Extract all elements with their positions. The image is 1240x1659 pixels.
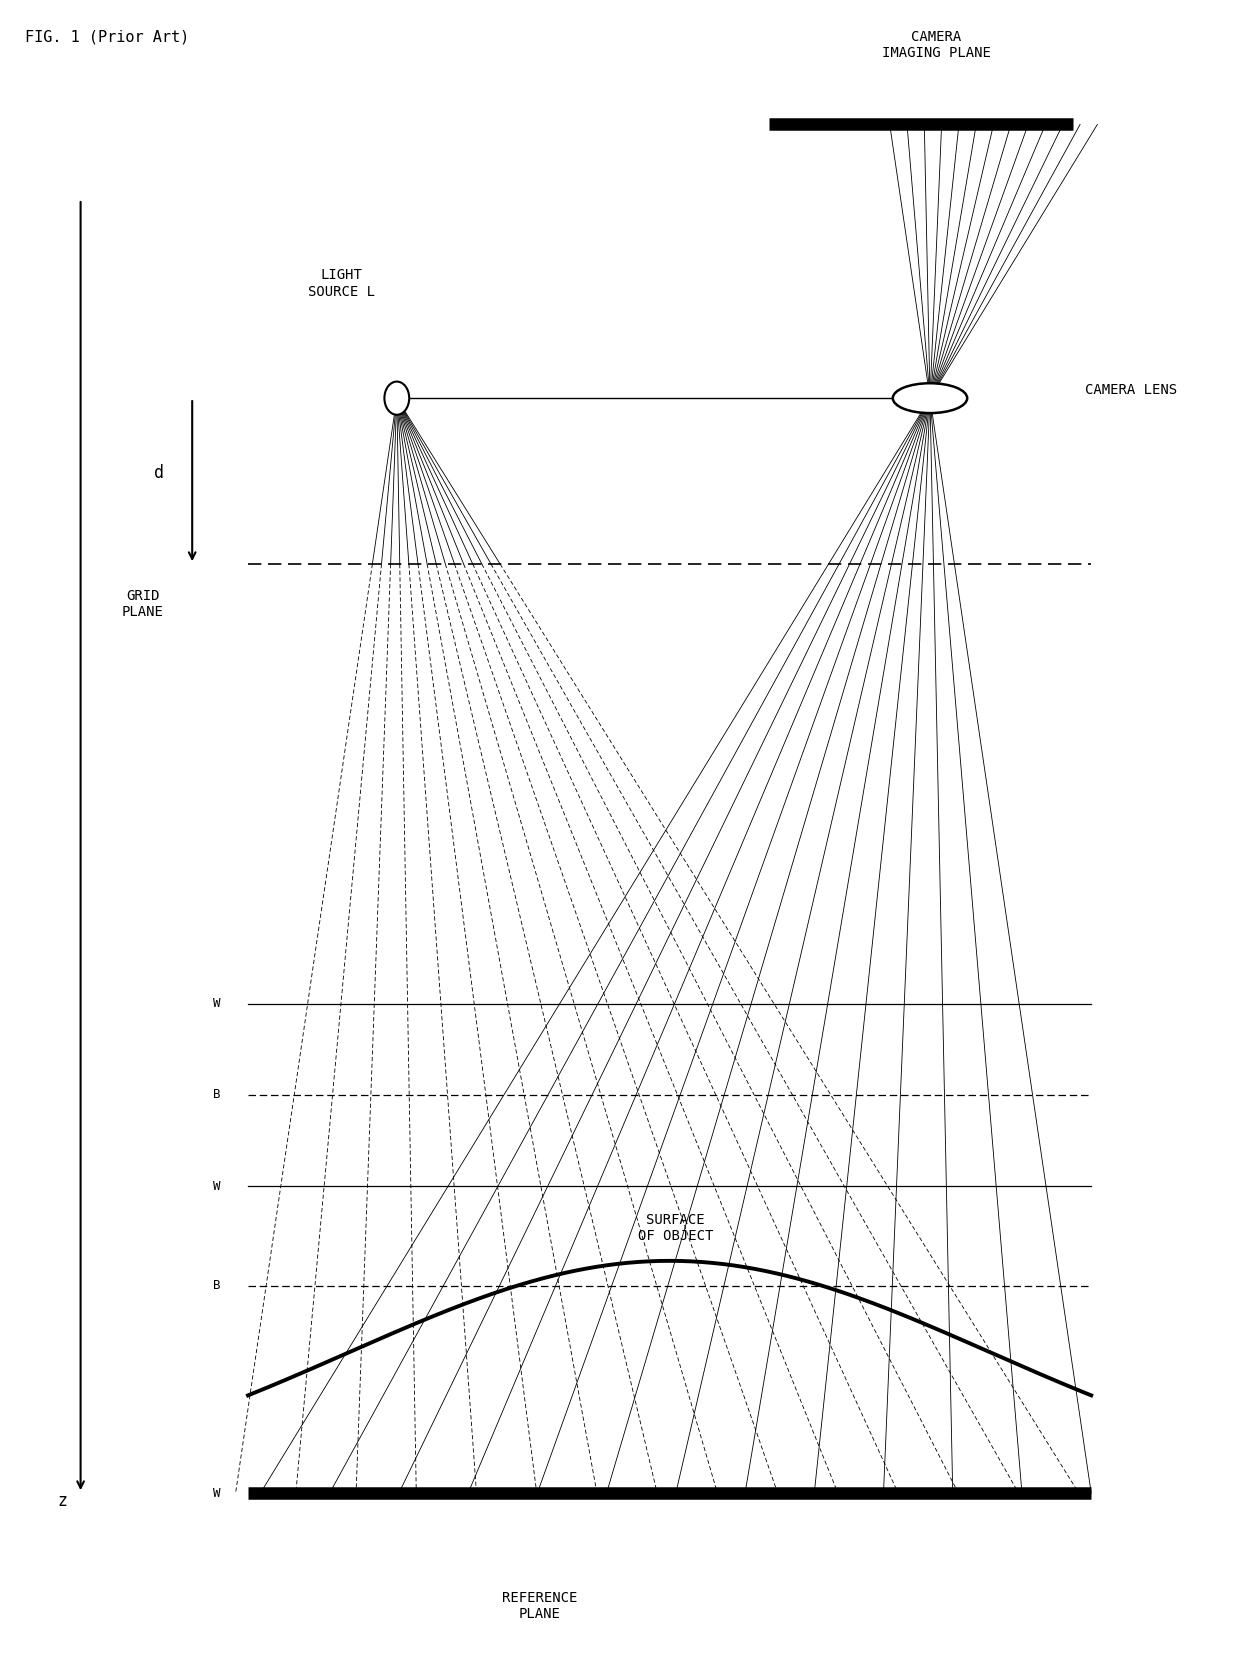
Text: GRID
PLANE: GRID PLANE bbox=[122, 589, 164, 619]
Text: z: z bbox=[57, 1493, 67, 1510]
Text: LIGHT
SOURCE L: LIGHT SOURCE L bbox=[308, 269, 374, 299]
Text: CAMERA LENS: CAMERA LENS bbox=[1085, 383, 1177, 397]
Text: FIG. 1 (Prior Art): FIG. 1 (Prior Art) bbox=[25, 30, 188, 45]
Text: W: W bbox=[213, 1486, 221, 1500]
Text: W: W bbox=[213, 1180, 221, 1193]
Text: d: d bbox=[154, 465, 164, 481]
Circle shape bbox=[384, 382, 409, 415]
Text: REFERENCE
PLANE: REFERENCE PLANE bbox=[502, 1591, 577, 1621]
Text: W: W bbox=[213, 997, 221, 1010]
Ellipse shape bbox=[893, 383, 967, 413]
Text: B: B bbox=[213, 1088, 221, 1102]
Text: B: B bbox=[213, 1279, 221, 1292]
Text: SURFACE
OF OBJECT: SURFACE OF OBJECT bbox=[639, 1213, 713, 1243]
Text: CAMERA
IMAGING PLANE: CAMERA IMAGING PLANE bbox=[882, 30, 991, 60]
